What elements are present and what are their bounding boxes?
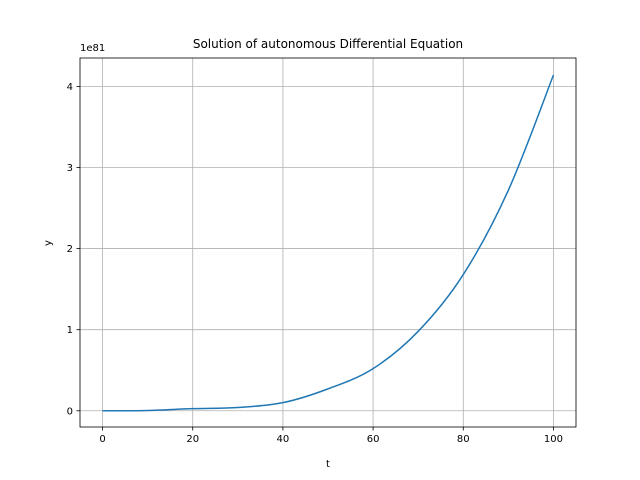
grid <box>80 58 576 427</box>
x-axis-label: t <box>326 459 330 470</box>
chart-title: Solution of autonomous Differential Equa… <box>193 37 463 51</box>
y-axis-ticks: 0 1 2 3 4 <box>67 82 80 417</box>
x-tick-label: 60 <box>367 434 380 445</box>
x-tick-label: 20 <box>186 434 199 445</box>
x-axis-ticks: 0 20 40 60 80 100 <box>99 427 563 445</box>
y-tick-label: 3 <box>67 163 73 174</box>
x-tick-label: 40 <box>277 434 290 445</box>
x-tick-label: 80 <box>457 434 470 445</box>
x-tick-label: 100 <box>544 434 563 445</box>
plot-frame <box>79 57 577 428</box>
y-tick-label: 0 <box>67 406 73 417</box>
series-line <box>102 74 555 412</box>
y-tick-label: 4 <box>67 82 73 93</box>
y-axis-label: y <box>43 240 54 246</box>
y-tick-label: 1 <box>67 325 73 336</box>
y-tick-label: 2 <box>67 244 73 255</box>
plot-series <box>102 74 555 412</box>
x-tick-label: 0 <box>99 434 105 445</box>
y-offset-text: 1e81 <box>80 43 105 54</box>
